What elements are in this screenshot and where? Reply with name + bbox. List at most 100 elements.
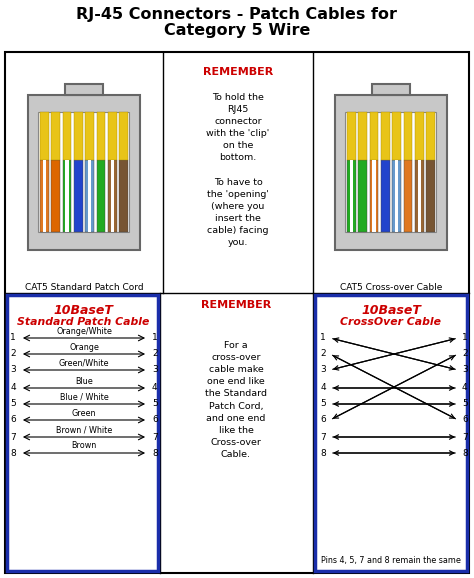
Bar <box>381 112 390 160</box>
Bar <box>381 160 390 232</box>
Text: 3: 3 <box>320 365 326 375</box>
Bar <box>335 94 447 250</box>
Bar <box>88 160 91 232</box>
Text: 2: 2 <box>320 350 326 358</box>
Bar <box>40 160 49 232</box>
Bar <box>347 112 356 160</box>
Bar <box>108 160 117 232</box>
Text: 2: 2 <box>10 350 16 358</box>
Text: 1: 1 <box>152 334 158 343</box>
Text: 6: 6 <box>152 416 158 424</box>
Text: 1: 1 <box>10 334 16 343</box>
Text: CrossOver Cable: CrossOver Cable <box>340 317 441 327</box>
Text: 4: 4 <box>10 383 16 392</box>
Text: 4: 4 <box>320 383 326 392</box>
Bar <box>65 160 69 232</box>
Bar <box>346 112 437 232</box>
Text: 10BaseT: 10BaseT <box>53 303 113 317</box>
Bar <box>358 160 367 232</box>
Bar <box>85 112 94 160</box>
Text: For a
cross-over
cable make
one end like
the Standard
Patch Cord,
and one end
li: For a cross-over cable make one end like… <box>205 341 267 459</box>
Text: To hold the
RJ45
connector
with the 'clip'
on the
bottom.

To have to
the 'openi: To hold the RJ45 connector with the 'cli… <box>206 92 270 247</box>
Text: Pins 4, 5, 7 and 8 remain the same: Pins 4, 5, 7 and 8 remain the same <box>321 557 461 565</box>
Text: Category 5 Wire: Category 5 Wire <box>164 23 310 38</box>
Bar <box>427 112 435 160</box>
Text: 7: 7 <box>152 432 158 442</box>
Text: 7: 7 <box>10 432 16 442</box>
Bar <box>7 295 158 571</box>
Bar <box>97 112 106 160</box>
Text: 7: 7 <box>320 432 326 442</box>
Bar <box>392 160 401 232</box>
Text: Blue: Blue <box>75 376 93 386</box>
Bar <box>65 83 103 94</box>
Text: CAT5 Cross-over Cable: CAT5 Cross-over Cable <box>340 283 442 292</box>
Bar <box>427 160 435 232</box>
Bar <box>370 160 378 232</box>
Text: 8: 8 <box>152 449 158 458</box>
Text: 8: 8 <box>462 449 468 458</box>
Text: REMEMBER: REMEMBER <box>203 67 273 77</box>
Bar <box>63 112 72 160</box>
Text: Orange: Orange <box>69 343 99 351</box>
Bar <box>395 160 398 232</box>
Bar <box>418 160 421 232</box>
Text: Green/White: Green/White <box>59 358 109 368</box>
Bar <box>43 160 46 232</box>
Bar <box>372 83 410 94</box>
Bar <box>63 160 72 232</box>
Text: 5: 5 <box>10 399 16 409</box>
Text: 5: 5 <box>320 399 326 409</box>
Text: 3: 3 <box>10 365 16 375</box>
Text: 7: 7 <box>462 432 468 442</box>
Bar <box>38 112 129 232</box>
Text: 10BaseT: 10BaseT <box>361 303 421 317</box>
Bar <box>111 160 114 232</box>
Text: Blue / White: Blue / White <box>60 392 109 402</box>
Text: Standard Patch Cable: Standard Patch Cable <box>17 317 149 327</box>
Text: 2: 2 <box>462 350 468 358</box>
Bar <box>51 112 60 160</box>
Text: 8: 8 <box>10 449 16 458</box>
Bar <box>28 94 140 250</box>
Text: RJ-45 Connectors - Patch Cables for: RJ-45 Connectors - Patch Cables for <box>76 6 398 21</box>
Text: 4: 4 <box>152 383 158 392</box>
Bar <box>97 160 106 232</box>
Bar <box>347 160 356 232</box>
Text: CAT5 Standard Patch Cord: CAT5 Standard Patch Cord <box>25 283 143 292</box>
Bar <box>372 160 375 232</box>
Bar <box>108 112 117 160</box>
Bar <box>404 112 412 160</box>
Bar <box>404 160 412 232</box>
Text: 3: 3 <box>462 365 468 375</box>
Text: 6: 6 <box>320 416 326 424</box>
Text: Orange/White: Orange/White <box>56 327 112 335</box>
Text: 5: 5 <box>152 399 158 409</box>
Bar <box>74 160 83 232</box>
Bar <box>370 112 378 160</box>
Text: REMEMBER: REMEMBER <box>201 300 271 310</box>
Text: 4: 4 <box>462 383 468 392</box>
Text: 8: 8 <box>320 449 326 458</box>
Bar <box>51 160 60 232</box>
Bar <box>358 112 367 160</box>
Bar <box>392 112 401 160</box>
Text: 1: 1 <box>462 334 468 343</box>
Bar <box>415 160 424 232</box>
Text: 6: 6 <box>462 416 468 424</box>
Text: Brown / White: Brown / White <box>56 425 112 435</box>
Text: Brown: Brown <box>72 442 97 450</box>
Text: 5: 5 <box>462 399 468 409</box>
Text: 3: 3 <box>152 365 158 375</box>
Text: Green: Green <box>72 409 96 417</box>
Bar <box>40 112 49 160</box>
Bar <box>315 295 467 571</box>
Text: 2: 2 <box>152 350 158 358</box>
Bar <box>85 160 94 232</box>
Bar <box>74 112 83 160</box>
Bar <box>349 160 353 232</box>
Bar <box>415 112 424 160</box>
Bar <box>119 160 128 232</box>
Bar <box>119 112 128 160</box>
Text: 6: 6 <box>10 416 16 424</box>
